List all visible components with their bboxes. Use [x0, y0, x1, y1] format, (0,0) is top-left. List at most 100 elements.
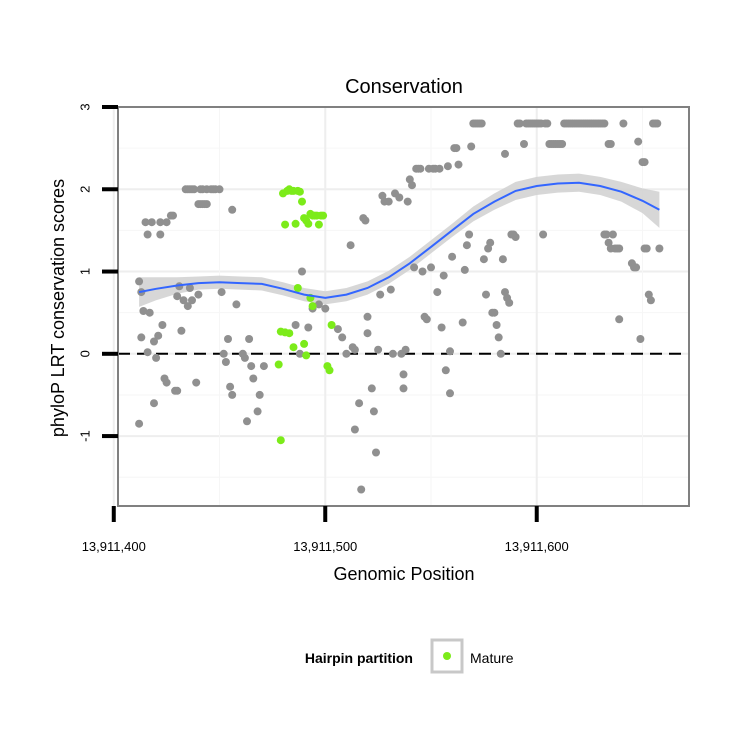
- data-point: [477, 119, 486, 128]
- data-point: [479, 255, 488, 264]
- data-point: [539, 230, 548, 239]
- data-point: [255, 390, 264, 399]
- data-point: [501, 149, 509, 158]
- data-point: [465, 230, 474, 239]
- data-point: [192, 378, 201, 387]
- x-tick-label: 13,911,600: [505, 539, 569, 554]
- data-point: [314, 300, 323, 309]
- data-point: [295, 349, 304, 358]
- y-tick-label: 0: [77, 350, 92, 357]
- data-point: [141, 218, 150, 227]
- data-point: [636, 335, 645, 343]
- data-point: [558, 140, 567, 148]
- data-point: [158, 321, 167, 329]
- data-point: [173, 292, 182, 301]
- data-point: [615, 244, 624, 253]
- data-point: [655, 244, 664, 253]
- data-point: [543, 119, 552, 128]
- data-point: [416, 164, 425, 173]
- plot-area: -1 0 1 2 3 13,911,400 13,911,500 13,911,600: [77, 103, 690, 554]
- data-point: [376, 290, 385, 299]
- mature-point: [304, 219, 313, 228]
- data-point: [642, 244, 651, 253]
- data-point: [363, 312, 372, 321]
- data-point: [408, 181, 416, 190]
- data-point: [304, 323, 313, 332]
- data-point: [221, 358, 230, 366]
- mature-point: [291, 219, 300, 228]
- mature-point: [295, 187, 304, 196]
- x-tick-label: 13,911,400: [82, 539, 146, 554]
- data-point: [460, 265, 469, 274]
- mature-point: [285, 329, 294, 338]
- data-point: [435, 164, 444, 173]
- data-point: [150, 399, 158, 408]
- data-point: [490, 308, 499, 317]
- data-point: [143, 348, 152, 357]
- data-point: [515, 119, 524, 128]
- data-point: [520, 140, 528, 148]
- data-point: [418, 267, 427, 276]
- data-point: [372, 448, 380, 457]
- data-point: [602, 230, 611, 239]
- mature-point: [281, 220, 290, 229]
- legend-mature-swatch: [443, 652, 451, 660]
- data-point: [342, 349, 351, 358]
- mature-point: [319, 211, 328, 220]
- mature-point: [327, 321, 336, 329]
- data-point: [433, 288, 442, 297]
- data-point: [511, 233, 520, 241]
- data-point: [298, 267, 306, 276]
- data-point: [606, 140, 615, 148]
- mature-point: [293, 284, 302, 292]
- data-point: [194, 290, 203, 299]
- mature-point: [302, 351, 311, 360]
- data-point: [399, 384, 408, 393]
- data-point: [482, 290, 490, 299]
- data-point: [399, 370, 408, 379]
- data-point: [350, 425, 359, 434]
- data-point: [452, 144, 461, 153]
- chart-title: Conservation: [345, 76, 463, 98]
- legend: Hairpin partition Mature: [305, 638, 514, 674]
- data-point: [367, 384, 376, 393]
- data-point: [422, 315, 431, 324]
- data-point: [245, 335, 254, 343]
- data-point: [615, 315, 624, 324]
- data-point: [162, 218, 171, 227]
- data-point: [369, 407, 378, 416]
- data-point: [247, 362, 256, 371]
- data-point: [640, 158, 649, 167]
- data-point: [448, 252, 457, 261]
- data-point: [240, 353, 249, 362]
- data-point: [226, 382, 235, 391]
- data-point: [443, 162, 452, 171]
- data-point: [498, 255, 507, 264]
- data-point: [137, 333, 146, 342]
- data-point: [177, 326, 186, 335]
- data-point: [386, 285, 395, 294]
- data-point: [505, 298, 514, 307]
- data-point: [135, 419, 144, 428]
- mature-point: [276, 436, 285, 445]
- data-point: [154, 331, 163, 340]
- data-point: [185, 284, 194, 292]
- data-point: [632, 263, 641, 272]
- data-point: [446, 389, 454, 398]
- data-point: [467, 142, 476, 151]
- data-point: [156, 218, 165, 227]
- data-point: [494, 333, 503, 342]
- y-tick-label: -1: [77, 430, 92, 442]
- data-point: [152, 353, 161, 362]
- data-point: [446, 347, 454, 356]
- data-point: [357, 485, 366, 494]
- y-axis-title: phyloP LRT conservation scores: [48, 179, 68, 437]
- data-point: [162, 378, 171, 387]
- data-point: [403, 197, 412, 206]
- data-point: [653, 119, 662, 128]
- data-point: [228, 205, 237, 214]
- data-point: [135, 277, 144, 286]
- data-point: [150, 337, 158, 346]
- legend-title: Hairpin partition: [305, 650, 413, 666]
